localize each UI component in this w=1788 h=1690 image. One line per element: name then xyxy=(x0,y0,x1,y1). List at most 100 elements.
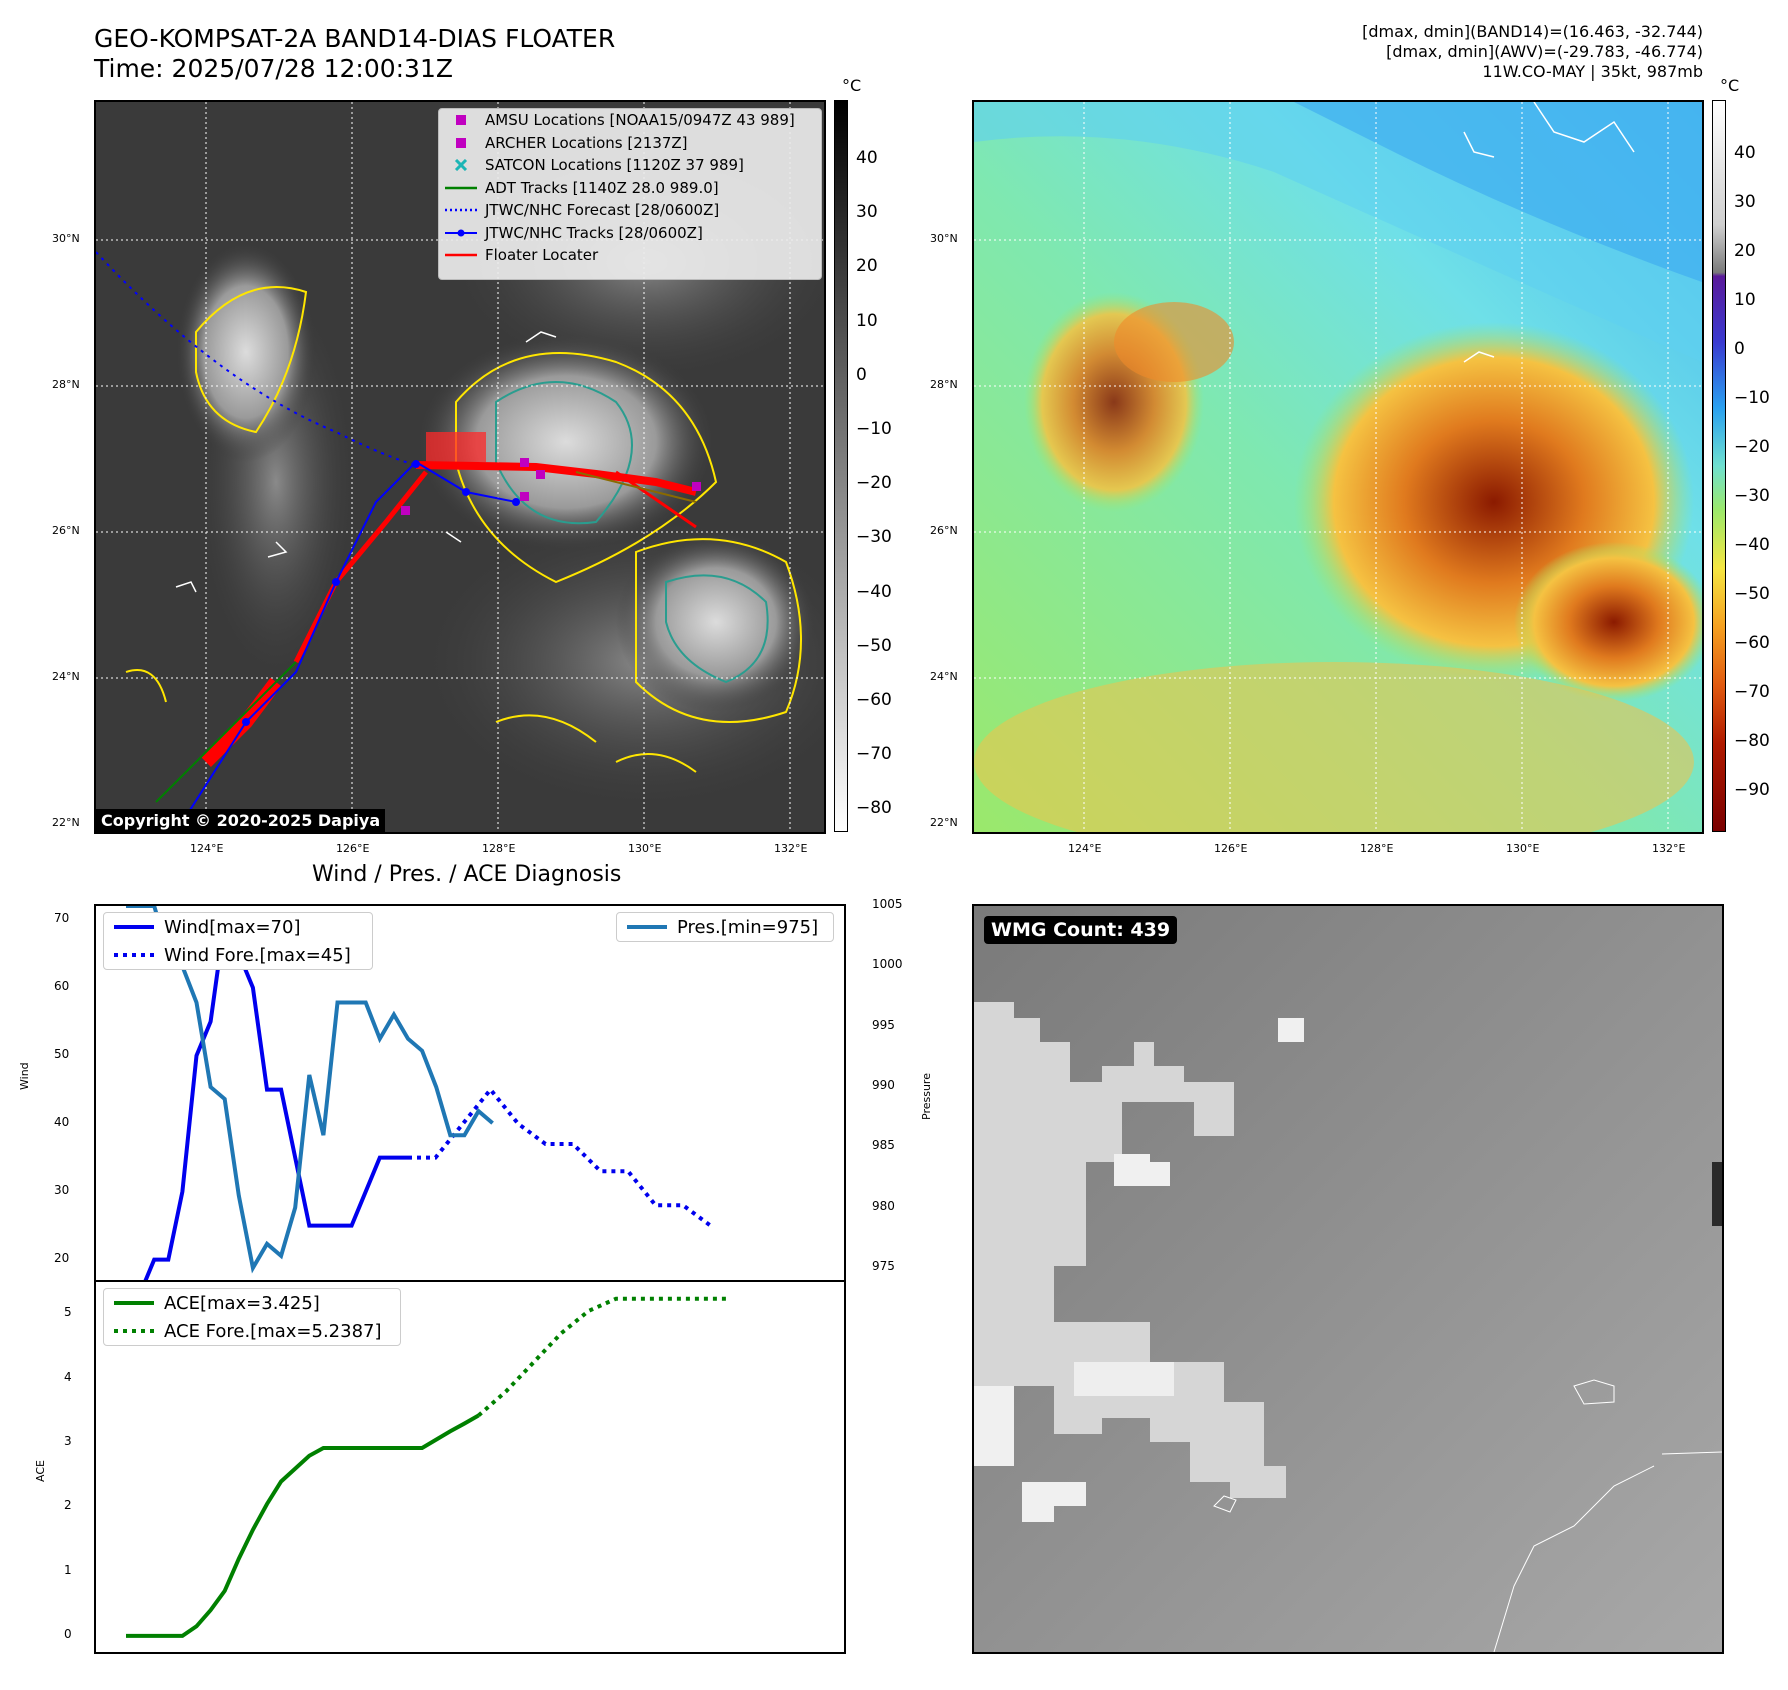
ir-colorbar-tick: 10 xyxy=(856,310,878,331)
square-legend-symbol xyxy=(445,114,477,126)
line-dot-legend-symbol xyxy=(445,227,477,239)
band14-range: [dmax, dmin](BAND14)=(16.463, -32.744) xyxy=(1362,22,1703,41)
pressure-tick-label: 995 xyxy=(872,1017,895,1032)
wv-colorbar-tick: −30 xyxy=(1734,486,1770,506)
ir-map-panel: Copyright © 2020-2025 Dapiya AMSU Locati… xyxy=(94,100,826,834)
wv-map xyxy=(974,102,1702,832)
pressure-tick-label: 1005 xyxy=(872,897,903,911)
map-legend-label: AMSU Locations [NOAA15/0947Z 43 989] xyxy=(485,111,795,130)
pressure-tick-label: 980 xyxy=(872,1198,895,1213)
ace-chart xyxy=(94,1280,846,1654)
wv-colorbar-tick: 0 xyxy=(1734,339,1745,359)
ir-colorbar-tick: 0 xyxy=(856,364,867,385)
map-legend-item: JTWC/NHC Tracks [28/0600Z] xyxy=(439,222,821,245)
map-legend-item: ARCHER Locations [2137Z] xyxy=(439,132,821,155)
ace-tick-label: 1 xyxy=(64,1562,72,1577)
ace-tick-label: 4 xyxy=(64,1369,72,1384)
wind-legend: Wind[max=70] Wind Fore.[max=45] xyxy=(103,912,373,970)
wv-lon-label-126e: 126°E xyxy=(1214,842,1248,855)
ir-colorbar xyxy=(834,100,848,832)
map-legend-item: ADT Tracks [1140Z 28.0 989.0] xyxy=(439,177,821,200)
line-legend-symbol xyxy=(445,249,477,261)
wv-lon-label-130e: 130°E xyxy=(1506,842,1540,855)
ir-colorbar-tick: −70 xyxy=(856,744,892,765)
wv-lon-label-128e: 128°E xyxy=(1360,842,1394,855)
wv-colorbar xyxy=(1712,100,1726,832)
wv-colorbar-tick: −40 xyxy=(1734,535,1770,555)
pressure-legend: Pres.[min=975] xyxy=(616,912,834,942)
ace-legend: ACE[max=3.425] ACE Fore.[max=5.2387] xyxy=(103,1288,401,1346)
pressure-line xyxy=(126,906,494,1274)
wv-lat-label-30n: 30°N xyxy=(930,232,958,245)
lat-label-22n: 22°N xyxy=(52,816,80,829)
dotted-legend-symbol xyxy=(445,204,477,216)
map-legend-label: ARCHER Locations [2137Z] xyxy=(485,133,688,152)
ace-tick-label: 0 xyxy=(64,1626,72,1641)
ace-axis-label: ACE xyxy=(34,1460,47,1482)
line-legend-symbol xyxy=(445,182,477,194)
wv-lon-label-132e: 132°E xyxy=(1652,842,1686,855)
amsu-archer-markers xyxy=(401,458,701,515)
wv-colorbar-tick: 10 xyxy=(1734,290,1756,310)
lon-label-128e: 128°E xyxy=(482,842,516,855)
copyright-label: Copyright © 2020-2025 Dapiya xyxy=(96,809,386,832)
cloud-cluster-east xyxy=(616,532,816,712)
ace-line xyxy=(126,1413,480,1638)
wmg-panel: WMG Count: 439 xyxy=(972,904,1724,1654)
wind-tick-label: 20 xyxy=(54,1250,70,1265)
map-legend-label: JTWC/NHC Tracks [28/0600Z] xyxy=(485,223,703,242)
ace-forecast-line xyxy=(477,1296,726,1418)
lon-label-124e: 124°E xyxy=(190,842,224,855)
wv-colorbar-unit: °C xyxy=(1720,76,1740,95)
wv-lat-label-24n: 24°N xyxy=(930,670,958,683)
forecast-track xyxy=(96,251,417,466)
ace-tick-label: 2 xyxy=(64,1498,72,1513)
wv-colorbar-tick: −80 xyxy=(1734,731,1770,751)
ir-colorbar-tick: −40 xyxy=(856,581,892,602)
lat-label-30n: 30°N xyxy=(52,232,80,245)
wv-colorbar-tick: −20 xyxy=(1734,437,1770,457)
lat-label-28n: 28°N xyxy=(52,378,80,391)
wv-lat-label-28n: 28°N xyxy=(930,378,958,391)
ir-colorbar-tick: −50 xyxy=(856,635,892,656)
ir-colorbar-tick: 20 xyxy=(856,256,878,277)
jtwc-track xyxy=(175,460,517,832)
wv-lon-label-124e: 124°E xyxy=(1068,842,1102,855)
ir-colorbar-tick: −20 xyxy=(856,473,892,494)
wmg-count-badge: WMG Count: 439 xyxy=(984,916,1178,944)
map-legend-item: AMSU Locations [NOAA15/0947Z 43 989] xyxy=(439,109,821,132)
map-legend-label: Floater Locater xyxy=(485,246,599,265)
wind-forecast-legend-label: Wind Fore.[max=45] xyxy=(164,944,351,966)
ace-forecast-legend-label: ACE Fore.[max=5.2387] xyxy=(164,1320,382,1342)
diagnosis-title: Wind / Pres. / ACE Diagnosis xyxy=(312,862,622,887)
pressure-tick-label: 1000 xyxy=(872,957,903,972)
lon-label-132e: 132°E xyxy=(774,842,808,855)
ir-colorbar-tick: 40 xyxy=(856,148,878,168)
map-legend-label: SATCON Locations [1120Z 37 989] xyxy=(485,156,744,175)
pressure-tick-label: 975 xyxy=(872,1258,895,1273)
wind-tick-label: 50 xyxy=(54,1046,70,1061)
awv-range: [dmax, dmin](AWV)=(-29.783, -46.774) xyxy=(1386,42,1703,61)
wind-pressure-plot xyxy=(126,906,712,1280)
lat-label-24n: 24°N xyxy=(52,670,80,683)
wv-lat-label-26n: 26°N xyxy=(930,524,958,537)
wv-colorbar-tick: 20 xyxy=(1734,241,1756,261)
ace-plot xyxy=(126,1296,726,1638)
wind-forecast-line xyxy=(408,1086,712,1228)
figure-title: GEO-KOMPSAT-2A BAND14-DIAS FLOATER xyxy=(94,24,616,53)
lon-label-126e: 126°E xyxy=(336,842,370,855)
adt-track xyxy=(155,661,297,803)
pressure-legend-label: Pres.[min=975] xyxy=(677,916,819,938)
wind-tick-label: 60 xyxy=(54,978,70,993)
wind-axis-label: Wind xyxy=(18,1062,31,1090)
lat-label-26n: 26°N xyxy=(52,524,80,537)
pressure-tick-label: 985 xyxy=(872,1138,895,1153)
map-legend-item: JTWC/NHC Forecast [28/0600Z] xyxy=(439,199,821,222)
wind-line xyxy=(143,912,408,1280)
wv-colorbar-tick: 40 xyxy=(1734,143,1756,163)
wv-colorbar-tick: −70 xyxy=(1734,682,1770,702)
wv-cold-cluster-east xyxy=(1514,542,1702,702)
wv-colorbar-tick: −60 xyxy=(1734,633,1770,653)
x-legend-symbol xyxy=(445,159,477,172)
pressure-axis-label: Pressure xyxy=(920,1073,933,1120)
